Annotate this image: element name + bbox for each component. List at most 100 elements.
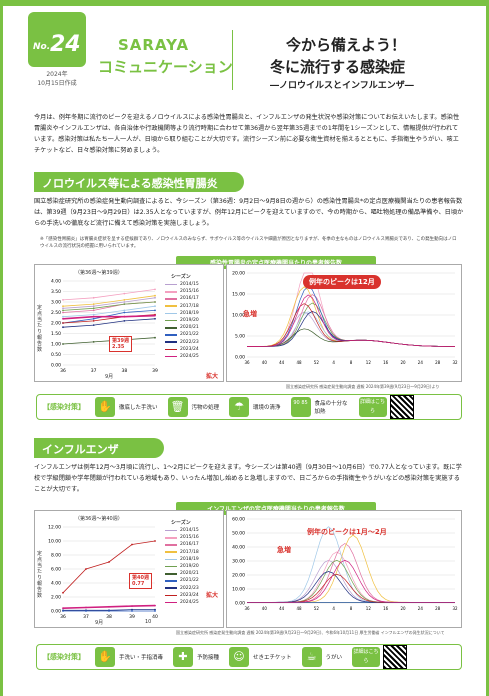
- season-line: [246, 302, 456, 347]
- x-tick-label: 20: [400, 606, 406, 611]
- title-line3: ―ノロウイルスとインフルエンザ―: [270, 81, 414, 91]
- data-point: [92, 305, 95, 308]
- measure-handwash-label: 徹底した手洗い: [119, 405, 158, 411]
- y-tick-label: 60.00: [232, 517, 245, 523]
- noro-legend: 2014/15 2015/16 2016/17 2017/18 2018/19 2019/…: [165, 281, 199, 360]
- x-tick-label: 36: [60, 368, 66, 374]
- x-tick-label: 8: [350, 360, 353, 365]
- intro-text: 今月は、例年冬期に流行のピークを迎えるノロウイルスによる感染性胃腸炎と、インフル…: [34, 114, 460, 154]
- data-point: [62, 315, 64, 318]
- noro-heading: ノロウイルス等による感染性胃腸炎: [34, 172, 244, 192]
- data-point: [62, 311, 64, 314]
- data-point: [154, 288, 156, 291]
- legend-item: 2022/23: [165, 585, 199, 592]
- legend-item: 2017/18: [165, 303, 199, 310]
- y-tick-label: 40.00: [232, 545, 245, 551]
- data-point: [62, 610, 64, 612]
- x-tick-label: 40: [262, 606, 268, 611]
- data-point: [62, 322, 64, 324]
- data-point: [92, 309, 95, 312]
- spray-icon: ☂: [229, 397, 250, 417]
- qr-code-icon[interactable]: [389, 395, 414, 419]
- data-point: [85, 568, 87, 570]
- flu-paragraph: インフルエンザは例年12月～3月頃に流行し、1～2月にピークを迎えます。今シーズ…: [34, 464, 462, 493]
- measure-handwash: ✋ 徹底した手洗い: [95, 397, 158, 417]
- data-point: [123, 320, 126, 322]
- season-line: [246, 286, 456, 347]
- season-line: [247, 559, 455, 603]
- y-tick-label: 8.00: [51, 553, 61, 559]
- data-point: [154, 309, 156, 312]
- flu-big-chart: 0.00 10.00 20.00 30.00 40.00 50.00 60.00 36 40 44…: [226, 510, 462, 628]
- y-tick-label: 2.00: [51, 321, 61, 327]
- data-point: [92, 341, 95, 343]
- data-point: [92, 296, 95, 299]
- x-tick-label: 44: [279, 606, 285, 611]
- x-tick-label: 36: [244, 606, 250, 611]
- title-line1: 今から備えよう！: [286, 36, 407, 54]
- legend-item: 2018/19: [165, 310, 199, 317]
- brand-subtitle: コミュニケーション: [98, 58, 233, 76]
- measure-gargle-label: うがい: [325, 655, 343, 661]
- brand-logo: SARAYA: [118, 36, 190, 54]
- y-tick-label: 2.50: [51, 310, 61, 316]
- issue-year: 2024年: [46, 71, 68, 78]
- noro-ylabel: 定点当たり報告数: [37, 305, 43, 353]
- flu-small-chart: （第36週～第40週） 定点当たり報告数 0.00 2.00 4.00 6.00 8.0…: [34, 510, 224, 628]
- legend-item: 2015/16: [165, 288, 199, 295]
- data-point: [108, 610, 110, 612]
- flu-small-label: （第36週～第40週）: [75, 516, 123, 522]
- x-tick-label: 24: [418, 606, 424, 611]
- data-point: [62, 305, 64, 308]
- hand-sanitize-icon: ✋: [95, 647, 115, 667]
- x-tick-label: 52: [314, 606, 320, 611]
- x-tick-label: 12: [366, 360, 372, 365]
- data-point: [92, 324, 95, 326]
- legend-item: 2023/24: [165, 346, 199, 353]
- data-point: [131, 608, 133, 611]
- data-point: [154, 305, 156, 308]
- noro-detail-button[interactable]: 詳細はこちら: [358, 397, 387, 417]
- flu-measures: 【感染対策】 ✋ 手洗い・手指消毒 ✚ 予防接種 ☺ せきエチケット ☕ うがい 詳細は…: [36, 644, 462, 670]
- x-tick-label: 44: [279, 360, 285, 365]
- legend-item: 2016/17: [165, 295, 199, 302]
- season-line: [247, 559, 455, 603]
- y-tick-label: 3.00: [51, 300, 61, 306]
- flu-point-label: 第40週: [132, 575, 149, 581]
- series-line: [62, 305, 156, 318]
- legend-item: 2014/15: [165, 281, 199, 288]
- data-point: [62, 326, 64, 329]
- data-point: [123, 315, 126, 318]
- x-tick-label: 16: [383, 606, 389, 611]
- measure-vaccine-label: 予防接種: [197, 655, 220, 661]
- y-tick-label: 20.00: [232, 271, 245, 277]
- measure-vaccine: ✚ 予防接種: [173, 647, 219, 667]
- data-point: [131, 610, 133, 612]
- measure-cough: ☺ せきエチケット: [229, 647, 292, 667]
- x-tick-label: 20: [400, 360, 406, 365]
- series-line: [62, 314, 156, 320]
- x-tick-label: 4: [332, 360, 335, 365]
- legend-item: 2017/18: [165, 549, 199, 556]
- measure-heating: 90 85 食品の十分な加熱: [290, 397, 349, 417]
- data-point: [154, 301, 156, 303]
- noro-series-label: シーズン: [171, 274, 191, 280]
- flu-peak-callout: 例年のピークは1月～2月: [307, 528, 387, 536]
- legend-item: 2019/20: [165, 317, 199, 324]
- y-tick-label: 10.00: [48, 539, 61, 545]
- series-line: [62, 295, 156, 307]
- data-point: [154, 608, 156, 611]
- data-point: [154, 314, 156, 317]
- legend-item: 2019/20: [165, 563, 199, 570]
- flu-detail-button[interactable]: 詳細はこちら: [352, 647, 381, 667]
- legend-item: 2020/21: [165, 324, 199, 331]
- data-point: [123, 309, 126, 312]
- x-tick-label: 32: [452, 606, 458, 611]
- series-line: [62, 318, 156, 328]
- flu-month: 9月: [95, 620, 104, 626]
- data-point: [123, 311, 126, 314]
- qr-code-icon[interactable]: [383, 645, 408, 669]
- thermometer-icon: 90 85: [290, 397, 311, 417]
- season-line: [246, 286, 456, 347]
- data-point: [62, 591, 64, 594]
